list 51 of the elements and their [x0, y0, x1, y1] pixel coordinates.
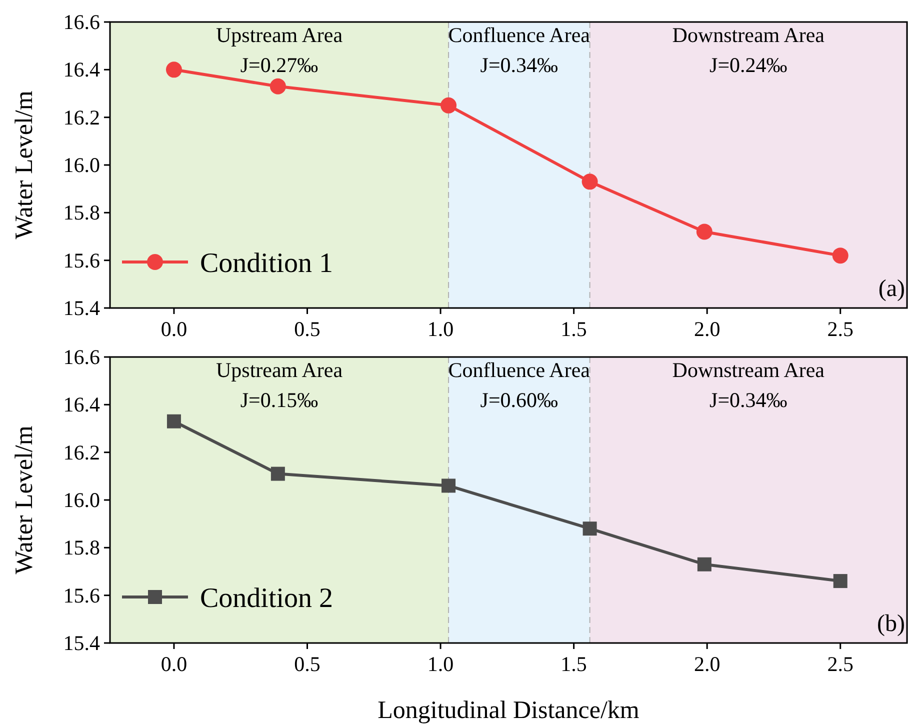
y-tick-label: 15.6	[63, 248, 100, 272]
x-tick-label: 2.0	[694, 652, 720, 676]
point	[582, 174, 598, 190]
x-tick-label: 0.5	[294, 652, 320, 676]
point	[442, 478, 456, 493]
y-tick-label: 15.6	[63, 583, 100, 608]
legend-label: Condition 1	[200, 248, 334, 279]
y-tick-label: 16.4	[63, 58, 100, 82]
point	[833, 574, 848, 588]
x-tick-label: 1.0	[427, 317, 454, 341]
x-tick-label: 0.0	[160, 317, 188, 341]
y-tick-label: 15.8	[63, 536, 100, 560]
legend-label: Condition 2	[200, 583, 334, 614]
band-label: Downstream Area J=0.34‰	[672, 358, 826, 412]
x-tick-label: 2.0	[694, 317, 720, 341]
y-tick-label: 15.4	[63, 296, 100, 320]
y-tick-label: 16.0	[63, 488, 100, 512]
y-tick-label: 16.2	[63, 105, 100, 130]
point	[270, 78, 286, 94]
y-tick-label: 16.2	[63, 440, 100, 464]
annotation: (a)	[878, 276, 905, 302]
band-label: Upstream Area J=0.15‰	[216, 358, 344, 412]
point	[270, 466, 285, 481]
x-tick-label: 1.0	[427, 652, 454, 676]
y-tick-label: 16.6	[63, 345, 100, 369]
x-tick-label: 2.5	[827, 317, 854, 341]
point	[582, 522, 597, 536]
band-label: Confluence Area J=0.60‰	[448, 358, 591, 412]
band-label: Confluence Area J=0.34‰	[448, 23, 591, 77]
band-label: Upstream Area J=0.27‰	[216, 23, 344, 77]
x-tick-label: 1.5	[560, 317, 587, 341]
x-axis-title: Longitudinal Distance/km	[378, 697, 640, 724]
y-tick-label: 15.4	[63, 631, 100, 655]
point	[440, 97, 457, 114]
y-axis-title: Water Level/m	[11, 425, 38, 574]
point	[832, 248, 848, 264]
y-tick-label: 16.6	[63, 10, 100, 34]
x-tick-label: 2.5	[827, 652, 854, 676]
point	[697, 557, 712, 572]
x-tick-label: 1.5	[560, 652, 587, 676]
x-tick-label: 0.0	[160, 652, 188, 676]
annotation: (b)	[877, 611, 905, 637]
y-tick-label: 15.8	[63, 200, 100, 225]
point	[166, 62, 182, 78]
y-tick-label: 16.4	[63, 392, 100, 417]
band-label: Downstream Area J=0.24‰	[672, 23, 826, 77]
x-tick-label: 0.5	[294, 317, 320, 341]
point	[696, 224, 712, 240]
point	[166, 414, 181, 428]
y-axis-title: Water Level/m	[11, 90, 38, 240]
y-tick-label: 16.0	[63, 153, 100, 177]
